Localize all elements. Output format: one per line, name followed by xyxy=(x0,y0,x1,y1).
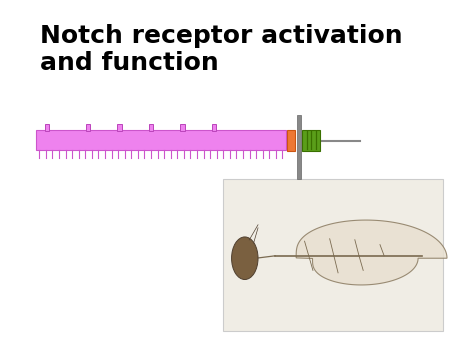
Bar xyxy=(180,124,184,131)
Bar xyxy=(117,124,122,131)
Bar xyxy=(287,130,295,151)
Bar xyxy=(86,124,90,131)
Bar xyxy=(302,130,320,151)
Bar xyxy=(36,130,286,150)
Polygon shape xyxy=(296,220,447,285)
Bar xyxy=(297,115,301,179)
Text: Notch receptor activation
and function: Notch receptor activation and function xyxy=(40,24,403,75)
Bar xyxy=(45,124,50,131)
Bar xyxy=(212,124,216,131)
Ellipse shape xyxy=(232,237,258,280)
Bar xyxy=(148,124,153,131)
Bar xyxy=(223,179,443,331)
